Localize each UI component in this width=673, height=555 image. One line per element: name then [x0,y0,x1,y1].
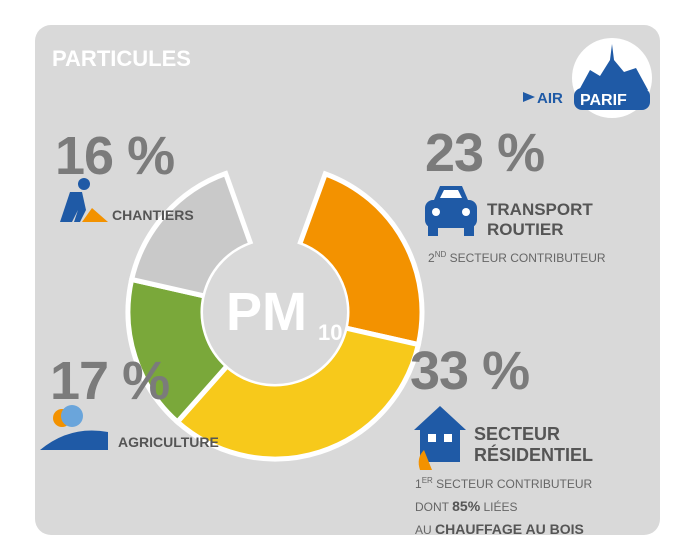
chart-title: PARTICULES [52,46,191,71]
center-label: PM [226,282,307,342]
value-label: 17 % [50,351,170,411]
annotation-part: 2 [428,251,435,265]
icon-worker [60,178,90,222]
category-label: TRANSPORT ROUTIER [487,200,593,239]
category-label: AGRICULTURE [118,434,219,450]
logo-skyline [578,44,648,92]
center-subscript: 10 [318,320,342,345]
annotation-part: 1 [415,477,422,491]
annotation: 1ER SECTEUR CONTRIBUTEUR DONT 85% LIÉES AU… [415,470,592,541]
annotation-part: SECTEUR CONTRIBUTEUR [432,477,593,491]
category-label: CHANTIERS [112,207,194,223]
value-label: 23 % [425,123,545,183]
icon-field [40,405,108,450]
annotation-part: ER [421,476,433,485]
logo-text: AIR [537,90,563,107]
value-label: 33 % [410,341,530,401]
icon-car [425,186,477,236]
value-label: 16 % [55,126,175,186]
logo-text: PARIF [580,92,627,109]
icon-house [414,406,466,470]
donut-hole [203,240,347,384]
logo-band [574,88,650,110]
annotation: 2ND SECTEUR CONTRIBUTEUR [428,244,606,269]
annotation-part: LIÉES [480,500,518,514]
annotation-part: 85% [452,498,481,514]
logo-arrow [523,92,535,102]
icon-sand [82,208,108,222]
category-label: SECTEUR RÉSIDENTIEL [474,424,594,465]
annotation-part: AU [415,523,436,537]
annotation-part: ND [434,250,447,259]
annotation-part: CHAUFFAGE AU BOIS [435,521,584,537]
annotation-part: SECTEUR CONTRIBUTEUR [446,251,606,265]
annotation-part: DONT [415,500,453,514]
